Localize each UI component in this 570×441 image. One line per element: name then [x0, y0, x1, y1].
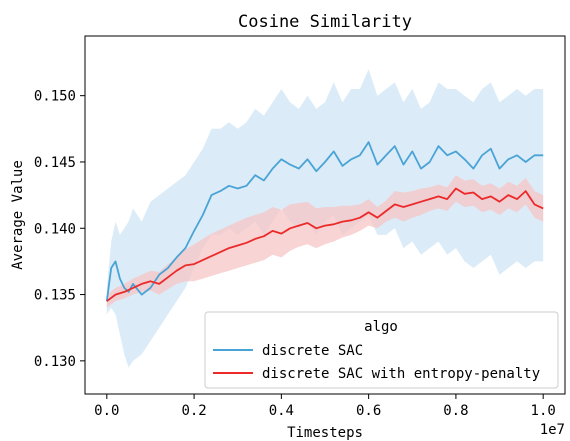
legend-label-discrete-sac: discrete SAC — [262, 343, 363, 359]
y-axis-label: Average Value — [10, 160, 26, 270]
legend: algo discrete SAC discrete SAC with entr… — [204, 311, 559, 389]
chart-title: Cosine Similarity — [238, 12, 412, 32]
legend-title: algo — [364, 319, 398, 335]
x-tick-label: 0.0 — [94, 403, 119, 419]
line-entropy-penalty — [106, 187, 544, 302]
confidence-bands — [106, 69, 544, 368]
x-tick-label: 0.6 — [356, 403, 381, 419]
x-axis-ticks: 0.0 0.2 0.4 0.6 0.8 1.0 — [94, 394, 556, 419]
legend-label-entropy-penalty: discrete SAC with entropy-penalty — [262, 366, 540, 382]
y-axis-ticks: 0.130 0.135 0.140 0.145 0.150 — [34, 89, 85, 370]
x-tick-label: 0.8 — [443, 403, 468, 419]
x-axis-label: Timesteps — [287, 425, 363, 441]
series-lines — [105, 141, 544, 302]
x-axis-offset-label: 1e7 — [540, 422, 565, 438]
y-tick-label: 0.135 — [34, 288, 76, 304]
y-tick-label: 0.140 — [34, 221, 76, 237]
y-tick-label: 0.150 — [34, 89, 76, 105]
x-tick-label: 1.0 — [531, 403, 556, 419]
y-tick-label: 0.130 — [34, 354, 76, 370]
legend-box — [204, 311, 559, 389]
x-tick-label: 0.2 — [181, 403, 206, 419]
plot-frame — [84, 35, 566, 395]
band-entropy-penalty — [106, 175, 544, 308]
y-tick-label: 0.145 — [34, 155, 76, 171]
x-tick-label: 0.4 — [269, 403, 294, 419]
line-discrete-sac — [105, 141, 544, 302]
